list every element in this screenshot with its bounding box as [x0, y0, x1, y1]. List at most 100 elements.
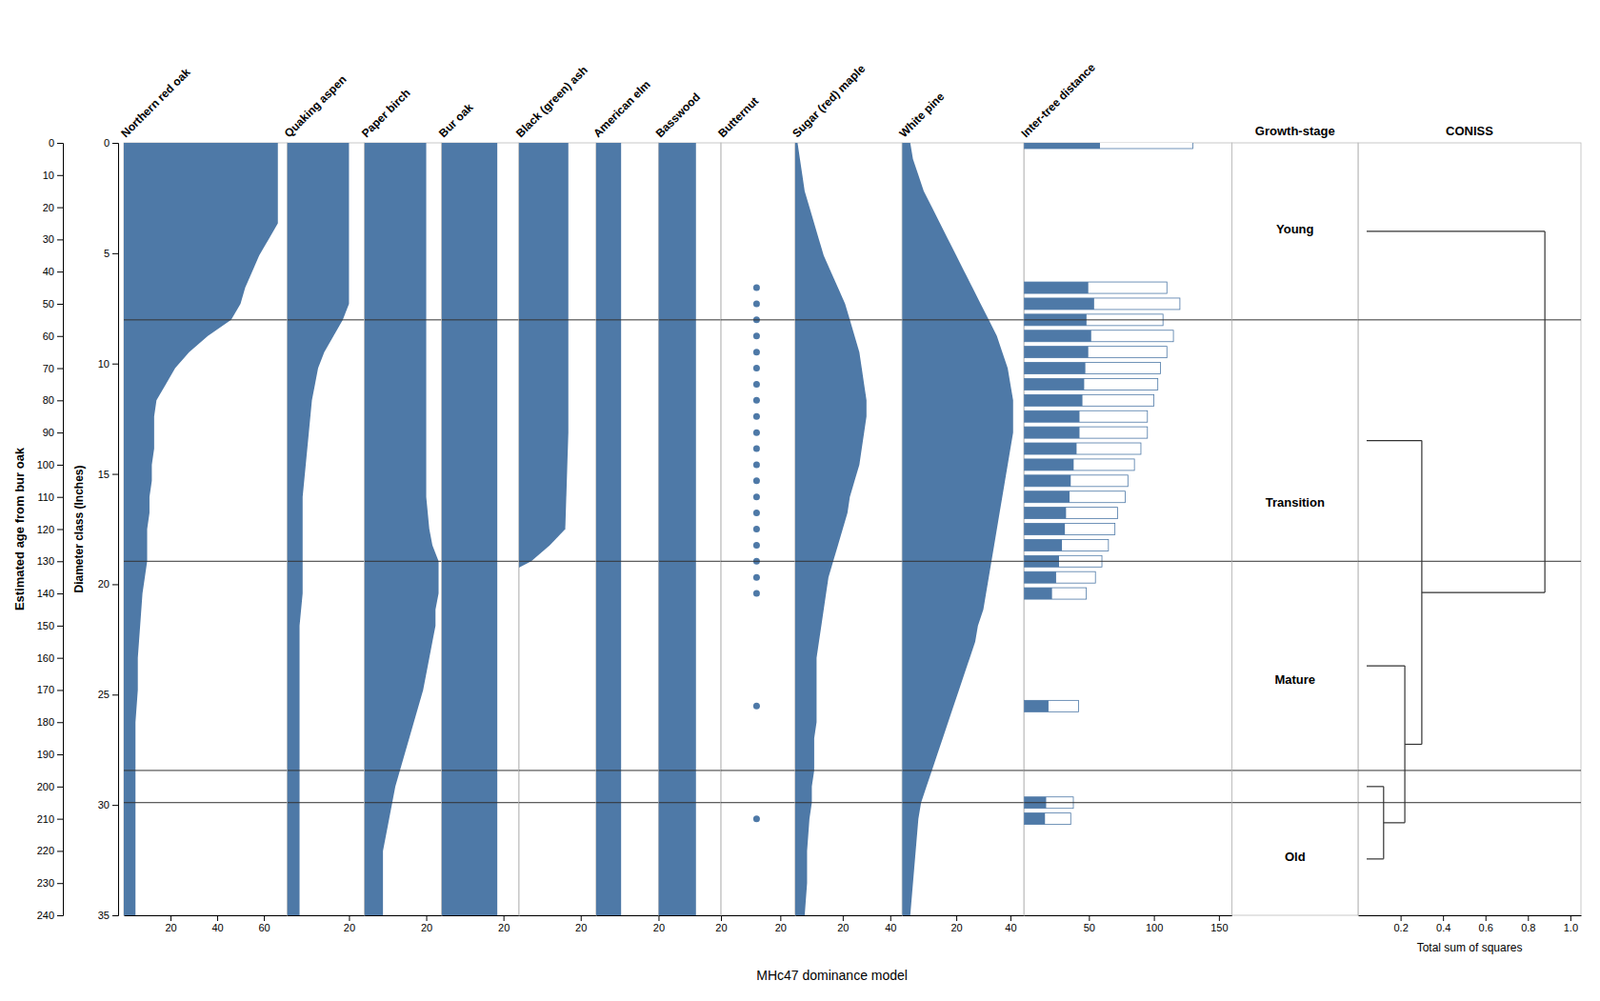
tick-mark	[348, 915, 350, 921]
stage-line	[1023, 801, 1232, 803]
stage-line	[795, 560, 902, 562]
tick-label: 40	[1004, 921, 1017, 934]
tick-label: 190	[37, 748, 55, 760]
point	[753, 445, 760, 453]
panel: 0.20.40.60.81.0Total sum of squaresCONIS…	[1358, 123, 1581, 955]
marks	[1231, 320, 1359, 803]
tick-label: 120	[37, 523, 55, 536]
dendrogram-line	[1421, 591, 1545, 593]
point	[753, 460, 760, 468]
axis-line	[441, 915, 520, 917]
tick: 90	[42, 426, 63, 439]
tick-mark	[170, 915, 172, 921]
stage-line	[519, 560, 597, 562]
marks	[658, 142, 721, 916]
tick: 220	[37, 844, 63, 857]
axis-line	[1359, 915, 1582, 917]
dendrogram-line	[1366, 440, 1422, 441]
tick: 180	[37, 716, 63, 728]
axis: 0102030405060708090100110120130140150160…	[37, 137, 64, 921]
bar	[1023, 394, 1154, 406]
tick-mark	[57, 368, 63, 370]
tick-mark	[842, 915, 844, 921]
point	[753, 300, 760, 307]
panel-title: Inter-tree distance	[1018, 60, 1099, 140]
area	[441, 142, 498, 916]
axis: 20	[519, 915, 597, 934]
tick-mark	[263, 915, 265, 921]
axis-line	[112, 143, 120, 917]
tick: 20	[653, 915, 665, 934]
stage-line	[364, 801, 442, 803]
dendrogram-line	[1366, 785, 1384, 787]
axis: 20	[720, 915, 796, 934]
tick-mark	[580, 915, 582, 921]
axis: 2040	[795, 915, 902, 934]
area	[795, 142, 867, 916]
tick: 110	[37, 491, 63, 503]
tick: 40	[211, 915, 223, 934]
point	[753, 702, 760, 710]
annotation: MHc47 dominance model	[756, 967, 908, 983]
tick: 40	[1004, 915, 1017, 934]
tick-mark	[57, 850, 63, 852]
chart: 0102030405060708090100110120130140150160…	[0, 0, 1600, 1001]
point	[753, 815, 760, 822]
tick: 50	[1083, 915, 1096, 934]
panel-title: Basswood	[653, 90, 703, 140]
panel-title: Growth-stage	[1255, 123, 1336, 139]
stage-line	[519, 801, 597, 803]
stage-line	[441, 769, 520, 771]
tick: 140	[37, 587, 63, 600]
tick-mark	[1010, 915, 1012, 921]
tick-label: 20	[715, 921, 727, 934]
bar-inner	[1023, 442, 1077, 455]
panel-title: Paper birch	[359, 86, 414, 141]
area	[901, 142, 1014, 916]
tick: 1.0	[1563, 915, 1579, 934]
stage-label: Transition	[1265, 495, 1325, 510]
tick-mark	[57, 819, 63, 820]
tick: 130	[37, 555, 63, 567]
frame	[519, 142, 597, 916]
dendrogram-line	[1383, 821, 1405, 823]
tick-label: 30	[98, 799, 110, 811]
axis-title: Estimated age from bur oak	[12, 446, 27, 611]
stage-line	[1231, 319, 1359, 320]
axis-line	[720, 915, 796, 917]
tick: 200	[37, 780, 63, 793]
stage-line	[364, 769, 442, 771]
marks	[720, 284, 796, 823]
frame	[795, 142, 902, 916]
tick-mark	[112, 804, 119, 806]
frame	[123, 142, 288, 916]
tick-label: 40	[42, 265, 55, 278]
bar	[1023, 459, 1135, 471]
bar	[1023, 378, 1159, 390]
tick: 30	[98, 799, 119, 811]
panel-title: White pine	[896, 89, 947, 140]
bar	[1023, 281, 1167, 294]
bar-inner	[1023, 281, 1089, 294]
panel: 204060Northern red oak	[118, 65, 288, 934]
bar	[1023, 475, 1128, 487]
panel: 20 Basswood	[653, 90, 728, 934]
tick: 120	[37, 523, 63, 536]
axis: 20	[441, 915, 520, 934]
tick-mark	[1527, 915, 1529, 921]
frame	[441, 142, 520, 916]
bar	[1023, 587, 1087, 600]
bar	[1023, 362, 1160, 375]
panel: YoungTransitionMatureOldGrowth-stage	[1231, 123, 1359, 916]
point	[753, 413, 760, 420]
tick: 210	[37, 813, 63, 825]
marks	[1023, 142, 1232, 825]
tick-label: 60	[258, 921, 270, 934]
tick-label: 5	[103, 247, 110, 260]
tick-label: 30	[42, 233, 55, 245]
panel: 20Paper birch	[359, 86, 442, 934]
marks	[287, 142, 365, 916]
tick-mark	[112, 583, 119, 585]
tick-label: 140	[37, 587, 55, 600]
tick-label: 220	[37, 844, 55, 857]
